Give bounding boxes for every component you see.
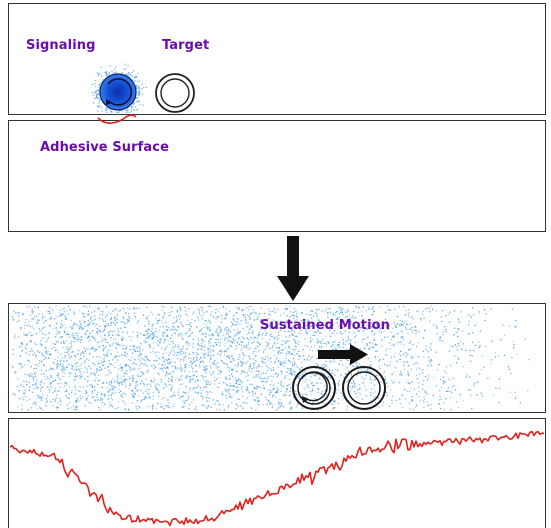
adhesive-surface-panel [8,120,546,232]
signaling-cell-icon [99,73,137,111]
signal-trace-panel [8,418,546,528]
adhesive-surface-label: Adhesive Surface [40,140,170,155]
signal-cloud [11,305,530,411]
target-cell-icon [155,73,195,113]
red-blip [97,114,137,124]
sustained-motion-label: Sustained Motion [260,318,391,333]
right-arrow-icon [318,344,368,365]
ring-icon [342,366,386,410]
down-arrow-icon [277,236,309,301]
target-label: Target [162,38,210,53]
clockwise-ring-icon [292,366,336,410]
signal-trace-line [10,430,544,527]
signaling-label: Signaling [26,38,96,53]
top-panel [8,3,546,115]
